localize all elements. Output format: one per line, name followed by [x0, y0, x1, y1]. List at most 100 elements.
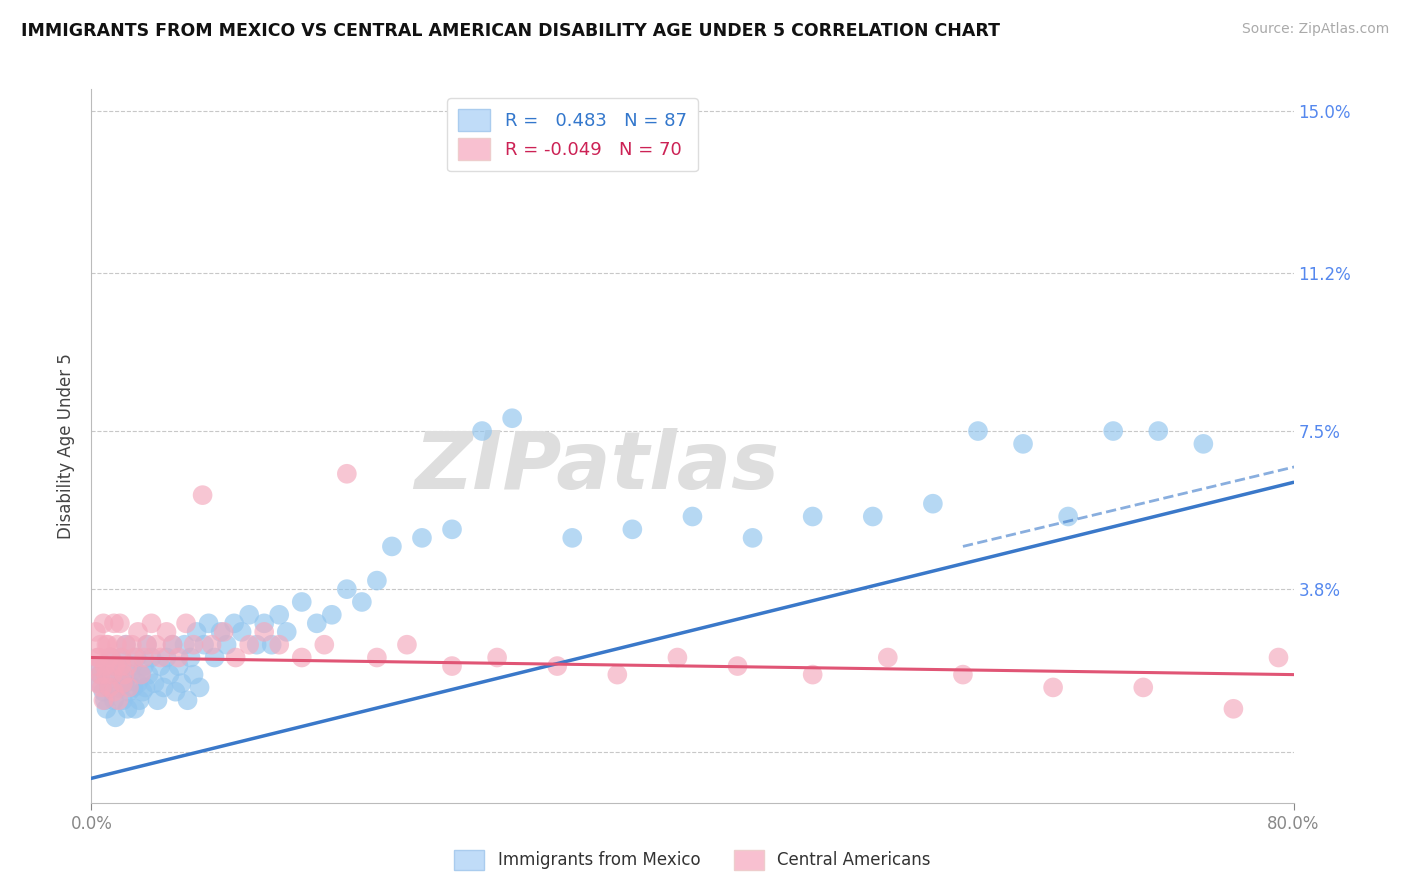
Point — [114, 676, 136, 690]
Point — [129, 667, 152, 681]
Point — [146, 693, 169, 707]
Point — [606, 667, 628, 681]
Text: Source: ZipAtlas.com: Source: ZipAtlas.com — [1241, 22, 1389, 37]
Point — [922, 497, 945, 511]
Point — [89, 638, 111, 652]
Point — [93, 693, 115, 707]
Point — [1267, 650, 1289, 665]
Point — [183, 667, 205, 681]
Legend: Immigrants from Mexico, Central Americans: Immigrants from Mexico, Central American… — [447, 843, 938, 877]
Point — [269, 607, 291, 622]
Point — [131, 684, 153, 698]
Point — [121, 659, 143, 673]
Point — [84, 659, 107, 673]
Point — [96, 667, 118, 681]
Point — [107, 681, 129, 695]
Point — [96, 638, 118, 652]
Point — [90, 681, 112, 695]
Point — [486, 650, 509, 665]
Point — [132, 650, 155, 665]
Point — [215, 638, 238, 652]
Point — [155, 624, 177, 639]
Point — [681, 509, 703, 524]
Point — [101, 667, 124, 681]
Point — [197, 616, 219, 631]
Point — [105, 659, 128, 673]
Point — [666, 650, 689, 665]
Point — [253, 616, 276, 631]
Point — [193, 638, 215, 652]
Point — [269, 638, 291, 652]
Point — [103, 616, 125, 631]
Point — [471, 424, 494, 438]
Point — [111, 676, 134, 690]
Point — [152, 681, 174, 695]
Point — [105, 638, 128, 652]
Point — [117, 659, 139, 673]
Point — [124, 702, 146, 716]
Point — [167, 659, 190, 673]
Point — [1147, 424, 1170, 438]
Point — [176, 693, 198, 707]
Point — [96, 702, 118, 716]
Point — [124, 650, 146, 665]
Point — [1012, 437, 1035, 451]
Point — [165, 684, 187, 698]
Point — [100, 650, 122, 665]
Point — [801, 667, 824, 681]
Point — [114, 667, 136, 681]
Point — [84, 624, 107, 639]
Point — [305, 616, 328, 631]
Point — [186, 624, 208, 639]
Point — [440, 659, 463, 673]
Point — [127, 624, 149, 639]
Point — [336, 582, 359, 596]
Point — [118, 684, 141, 698]
Point — [100, 650, 122, 665]
Point — [115, 638, 138, 652]
Point — [98, 650, 121, 665]
Point — [155, 650, 177, 665]
Point — [120, 667, 142, 681]
Point — [145, 638, 167, 652]
Point — [260, 638, 283, 652]
Point — [862, 509, 884, 524]
Point — [1222, 702, 1244, 716]
Point — [741, 531, 763, 545]
Point — [89, 667, 111, 681]
Point — [291, 650, 314, 665]
Point — [84, 659, 107, 673]
Point — [276, 624, 298, 639]
Point — [201, 638, 224, 652]
Point — [98, 681, 121, 695]
Point — [727, 659, 749, 673]
Point — [111, 693, 134, 707]
Point — [173, 638, 195, 652]
Point — [253, 624, 276, 639]
Point — [204, 650, 226, 665]
Point — [89, 667, 111, 681]
Text: ZIPatlas: ZIPatlas — [413, 428, 779, 507]
Point — [162, 638, 184, 652]
Point — [174, 616, 197, 631]
Point — [93, 684, 115, 698]
Point — [97, 667, 120, 681]
Point — [87, 676, 110, 690]
Point — [381, 540, 404, 554]
Point — [191, 488, 214, 502]
Point — [170, 676, 193, 690]
Point — [291, 595, 314, 609]
Point — [149, 659, 172, 673]
Point — [103, 684, 125, 698]
Point — [1042, 681, 1064, 695]
Point — [1132, 681, 1154, 695]
Y-axis label: Disability Age Under 5: Disability Age Under 5 — [58, 353, 76, 539]
Text: IMMIGRANTS FROM MEXICO VS CENTRAL AMERICAN DISABILITY AGE UNDER 5 CORRELATION CH: IMMIGRANTS FROM MEXICO VS CENTRAL AMERIC… — [21, 22, 1000, 40]
Point — [366, 574, 388, 588]
Point — [127, 676, 149, 690]
Point — [238, 638, 260, 652]
Point — [86, 650, 108, 665]
Point — [159, 667, 181, 681]
Point — [162, 638, 184, 652]
Point — [121, 638, 143, 652]
